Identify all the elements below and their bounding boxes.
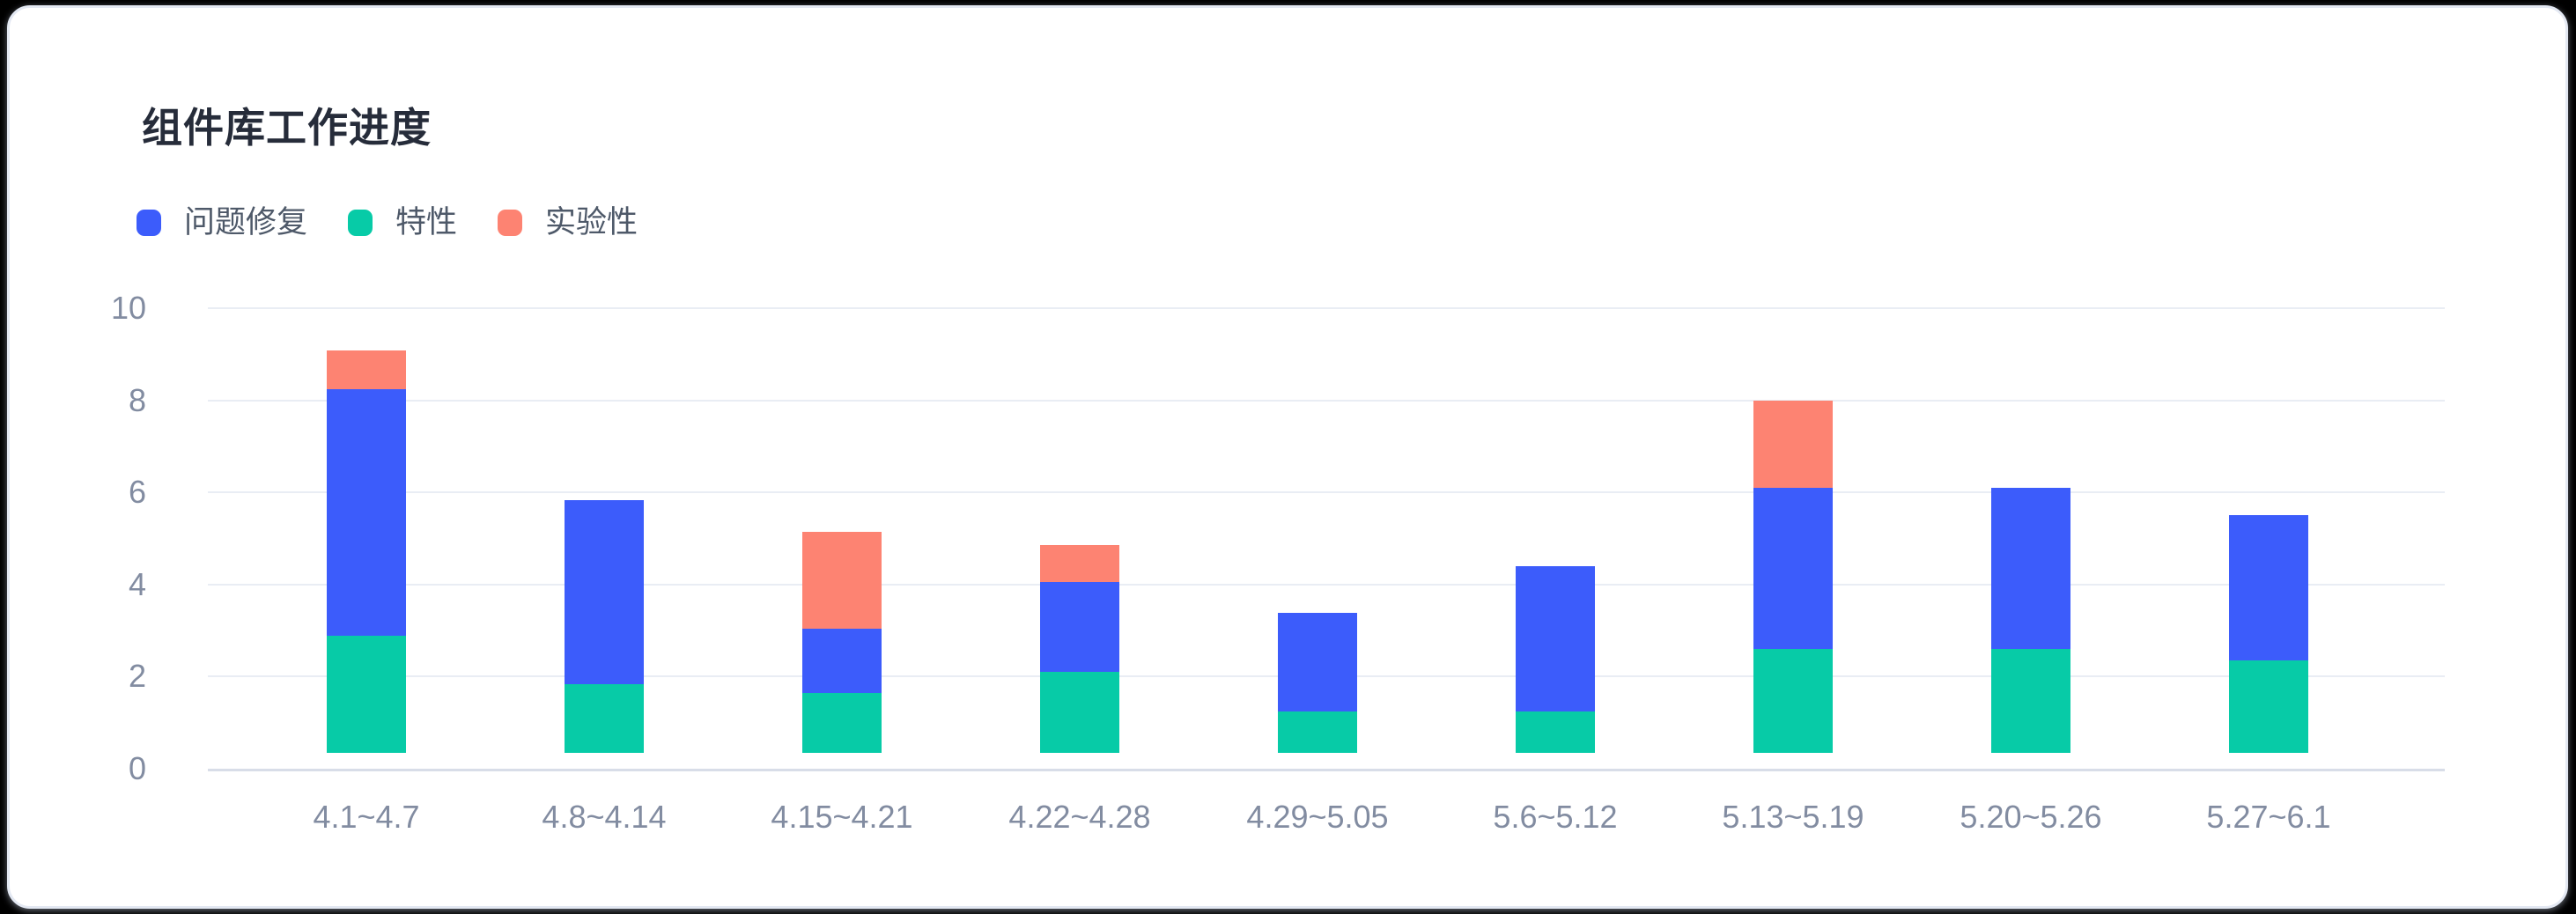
bar-group	[1516, 566, 1595, 753]
bar-segment-特性[interactable]	[1040, 672, 1119, 753]
bar-segment-特性[interactable]	[1516, 711, 1595, 753]
bar-segment-问题修复[interactable]	[802, 629, 882, 693]
chart-legend: 问题修复 特性 实验性	[137, 205, 638, 240]
bar-segment-特性[interactable]	[1753, 649, 1833, 753]
x-axis-label: 5.13~5.19	[1722, 799, 1864, 835]
bar-group	[1040, 545, 1119, 753]
bar-segment-问题修复[interactable]	[327, 389, 406, 636]
grid-line	[208, 491, 2445, 494]
bar-segment-问题修复[interactable]	[1516, 566, 1595, 711]
y-axis-label: 4	[128, 565, 146, 602]
y-axis-label: 0	[128, 750, 146, 786]
bar-segment-特性[interactable]	[802, 693, 882, 753]
bar-segment-特性[interactable]	[565, 684, 644, 753]
legend-swatch-icon	[137, 210, 161, 236]
legend-label: 问题修复	[184, 205, 308, 240]
bar-group	[327, 350, 406, 753]
chart-card: 组件库工作进度 问题修复 特性 实验性 0 2 4 6 8 10 4.1~4.7 4.8~4.14…	[7, 5, 2568, 909]
legend-swatch-icon	[498, 210, 523, 236]
legend-label: 实验性	[545, 205, 638, 240]
y-axis-label: 6	[128, 474, 146, 511]
grid-line	[208, 307, 2445, 309]
bar-segment-问题修复[interactable]	[1278, 613, 1357, 711]
x-axis-label: 4.1~4.7	[313, 799, 420, 835]
bar-segment-实验性[interactable]	[1040, 545, 1119, 582]
legend-item-问题修复[interactable]: 问题修复	[137, 205, 307, 240]
bar-segment-特性[interactable]	[2229, 660, 2308, 753]
x-axis-label: 4.22~4.28	[1008, 799, 1151, 835]
chart-plot-area: 0 2 4 6 8 10 4.1~4.7 4.8~4.14 4.15~4.21 4.22~4.28…	[10, 8, 2565, 906]
bar-segment-实验性[interactable]	[1753, 401, 1833, 488]
chart-title: 组件库工作进度	[142, 105, 432, 151]
bar-group	[802, 532, 882, 753]
legend-label: 特性	[395, 205, 458, 240]
bar-segment-问题修复[interactable]	[565, 500, 644, 684]
bar-segment-问题修复[interactable]	[2229, 515, 2308, 660]
grid-line	[208, 399, 2445, 402]
x-axis-line	[208, 769, 2445, 771]
x-axis-label: 4.29~5.05	[1246, 799, 1389, 835]
legend-swatch-icon	[348, 210, 373, 236]
y-axis-label: 10	[110, 290, 146, 326]
x-axis-label: 5.6~5.12	[1493, 799, 1618, 835]
grid-line	[208, 583, 2445, 586]
bar-group	[1278, 613, 1357, 753]
bar-segment-特性[interactable]	[1278, 711, 1357, 753]
y-axis-label: 8	[128, 381, 146, 418]
bar-group	[2229, 515, 2308, 753]
x-axis-label: 4.15~4.21	[771, 799, 913, 835]
x-axis-label: 5.27~6.1	[2206, 799, 2331, 835]
x-axis-label: 4.8~4.14	[542, 799, 667, 835]
bar-segment-特性[interactable]	[1991, 649, 2070, 753]
bar-segment-实验性[interactable]	[327, 350, 406, 389]
bar-group	[1991, 488, 2070, 753]
bar-group	[1753, 401, 1833, 753]
bar-segment-问题修复[interactable]	[1991, 488, 2070, 649]
bar-segment-问题修复[interactable]	[1040, 582, 1119, 672]
x-axis-label: 5.20~5.26	[1960, 799, 2102, 835]
bar-group	[565, 500, 644, 753]
y-axis-label: 2	[128, 658, 146, 695]
legend-item-实验性[interactable]: 实验性	[498, 205, 638, 240]
bar-segment-特性[interactable]	[327, 636, 406, 753]
bar-segment-实验性[interactable]	[802, 532, 882, 629]
legend-item-特性[interactable]: 特性	[348, 205, 457, 240]
bar-segment-问题修复[interactable]	[1753, 488, 1833, 649]
